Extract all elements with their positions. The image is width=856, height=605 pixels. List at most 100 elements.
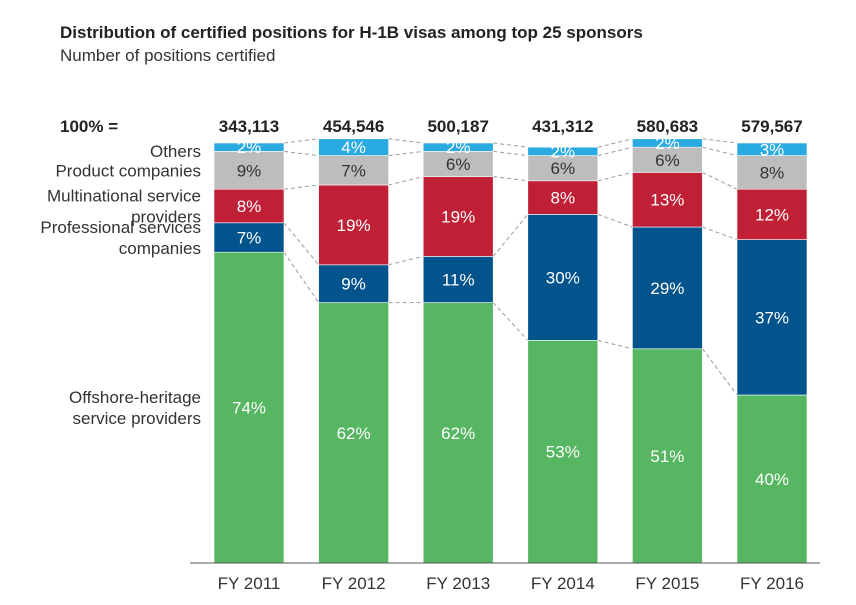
data-label: 12%	[755, 205, 789, 224]
data-label: 29%	[650, 279, 684, 298]
bar-segment	[736, 188, 808, 240]
connector-line	[597, 213, 633, 228]
data-label: 62%	[441, 424, 475, 443]
legend-label: Professional services	[40, 218, 201, 237]
chart-title: Distribution of certified positions for …	[60, 23, 643, 42]
bar-segment	[632, 138, 703, 148]
connector-line	[283, 222, 319, 266]
bar-segment	[318, 155, 389, 186]
bar-segment	[632, 226, 703, 350]
bar-segment	[632, 348, 703, 564]
bar-segment	[422, 176, 494, 257]
connector-line	[388, 176, 424, 186]
data-label: 9%	[237, 161, 262, 180]
column-total: 580,683	[637, 117, 698, 136]
bar-segment	[213, 222, 285, 253]
bar-segment	[213, 151, 285, 190]
data-label: 3%	[760, 140, 785, 159]
x-tick-label: FY 2012	[322, 574, 386, 593]
connector-line	[597, 339, 633, 350]
legend-label: Others	[150, 142, 201, 161]
bar-segment	[527, 155, 599, 182]
legend-label: companies	[119, 239, 201, 258]
connector-line	[493, 142, 528, 148]
data-label: 6%	[446, 155, 471, 174]
bar-segment	[318, 184, 389, 266]
data-label: 9%	[341, 275, 366, 294]
x-tick-label: FY 2015	[635, 574, 699, 593]
bar-segment	[632, 172, 703, 228]
column-totals: 343,113 454,546 500,187 431,312 580,683 579,5…	[219, 117, 803, 136]
connector-line	[493, 176, 528, 182]
bar-segment	[527, 180, 599, 215]
data-label: 2%	[446, 138, 471, 157]
x-axis: FY 2011 FY 2012 FY 2013 FY 2014 FY 2015 FY 20…	[190, 562, 820, 593]
connector-line	[702, 138, 738, 144]
bar-segment	[527, 340, 599, 564]
bar-segment	[213, 251, 285, 564]
bar-segment	[736, 394, 808, 564]
data-label: 37%	[755, 308, 789, 327]
data-label: 4%	[341, 138, 366, 157]
data-label: 6%	[551, 159, 576, 178]
bar-segment	[422, 151, 494, 177]
data-label: 13%	[650, 191, 684, 210]
x-tick-label: FY 2013	[426, 574, 490, 593]
data-label: 74%	[232, 399, 266, 418]
column-total: 454,546	[323, 117, 384, 136]
data-label: 7%	[237, 229, 262, 248]
data-label: 7%	[341, 161, 366, 180]
bar-segment	[527, 146, 599, 156]
data-label: 19%	[441, 208, 475, 227]
connector-line	[493, 150, 528, 157]
x-tick-label: FY 2016	[740, 574, 804, 593]
data-label: 2%	[551, 142, 576, 161]
connector-line	[283, 138, 319, 144]
column-total: 579,567	[741, 117, 802, 136]
bar-segment	[527, 214, 599, 341]
data-label: 40%	[755, 470, 789, 489]
column-total: 343,113	[219, 117, 280, 136]
data-label: 51%	[650, 447, 684, 466]
data-label: 8%	[237, 197, 262, 216]
connector-line	[701, 348, 738, 396]
data-label: 53%	[546, 443, 580, 462]
legend-label: Multinational service	[47, 187, 201, 206]
legend-label: providers	[131, 208, 201, 227]
data-label: 30%	[546, 268, 580, 287]
column-total: 431,312	[532, 117, 593, 136]
data-label: 8%	[760, 163, 785, 182]
bar-segment	[736, 155, 808, 190]
bar-segment	[422, 256, 494, 303]
connector-line	[283, 184, 319, 190]
bar-segment	[736, 239, 808, 396]
bar-segment	[632, 146, 703, 173]
chart-subtitle: Number of positions certified	[60, 46, 275, 65]
connector-line	[388, 255, 424, 266]
connector-line	[597, 146, 633, 157]
column-total: 500,187	[427, 117, 488, 136]
bar-segment	[422, 142, 494, 152]
connector-line	[388, 138, 424, 144]
connector-line	[702, 146, 738, 157]
connector-line	[702, 226, 738, 241]
connector-line	[283, 251, 320, 303]
data-label: 8%	[551, 189, 576, 208]
data-label: 62%	[337, 424, 371, 443]
connector-line	[283, 150, 319, 157]
bars	[213, 138, 808, 564]
connector-line	[492, 214, 529, 257]
connector-line	[702, 171, 738, 190]
totals-label: 100% =	[60, 117, 118, 136]
legend-label: Offshore-heritage	[69, 388, 201, 407]
data-label: 2%	[237, 138, 262, 157]
data-label: 2%	[655, 134, 680, 153]
legend-label: Product companies	[55, 161, 201, 180]
x-tick-label: FY 2011	[218, 574, 281, 593]
bar-segment	[736, 142, 808, 156]
connector-line	[388, 150, 424, 157]
x-tick-label: FY 2014	[531, 574, 595, 593]
bar-segment	[213, 188, 285, 224]
bar-segment	[213, 142, 285, 152]
